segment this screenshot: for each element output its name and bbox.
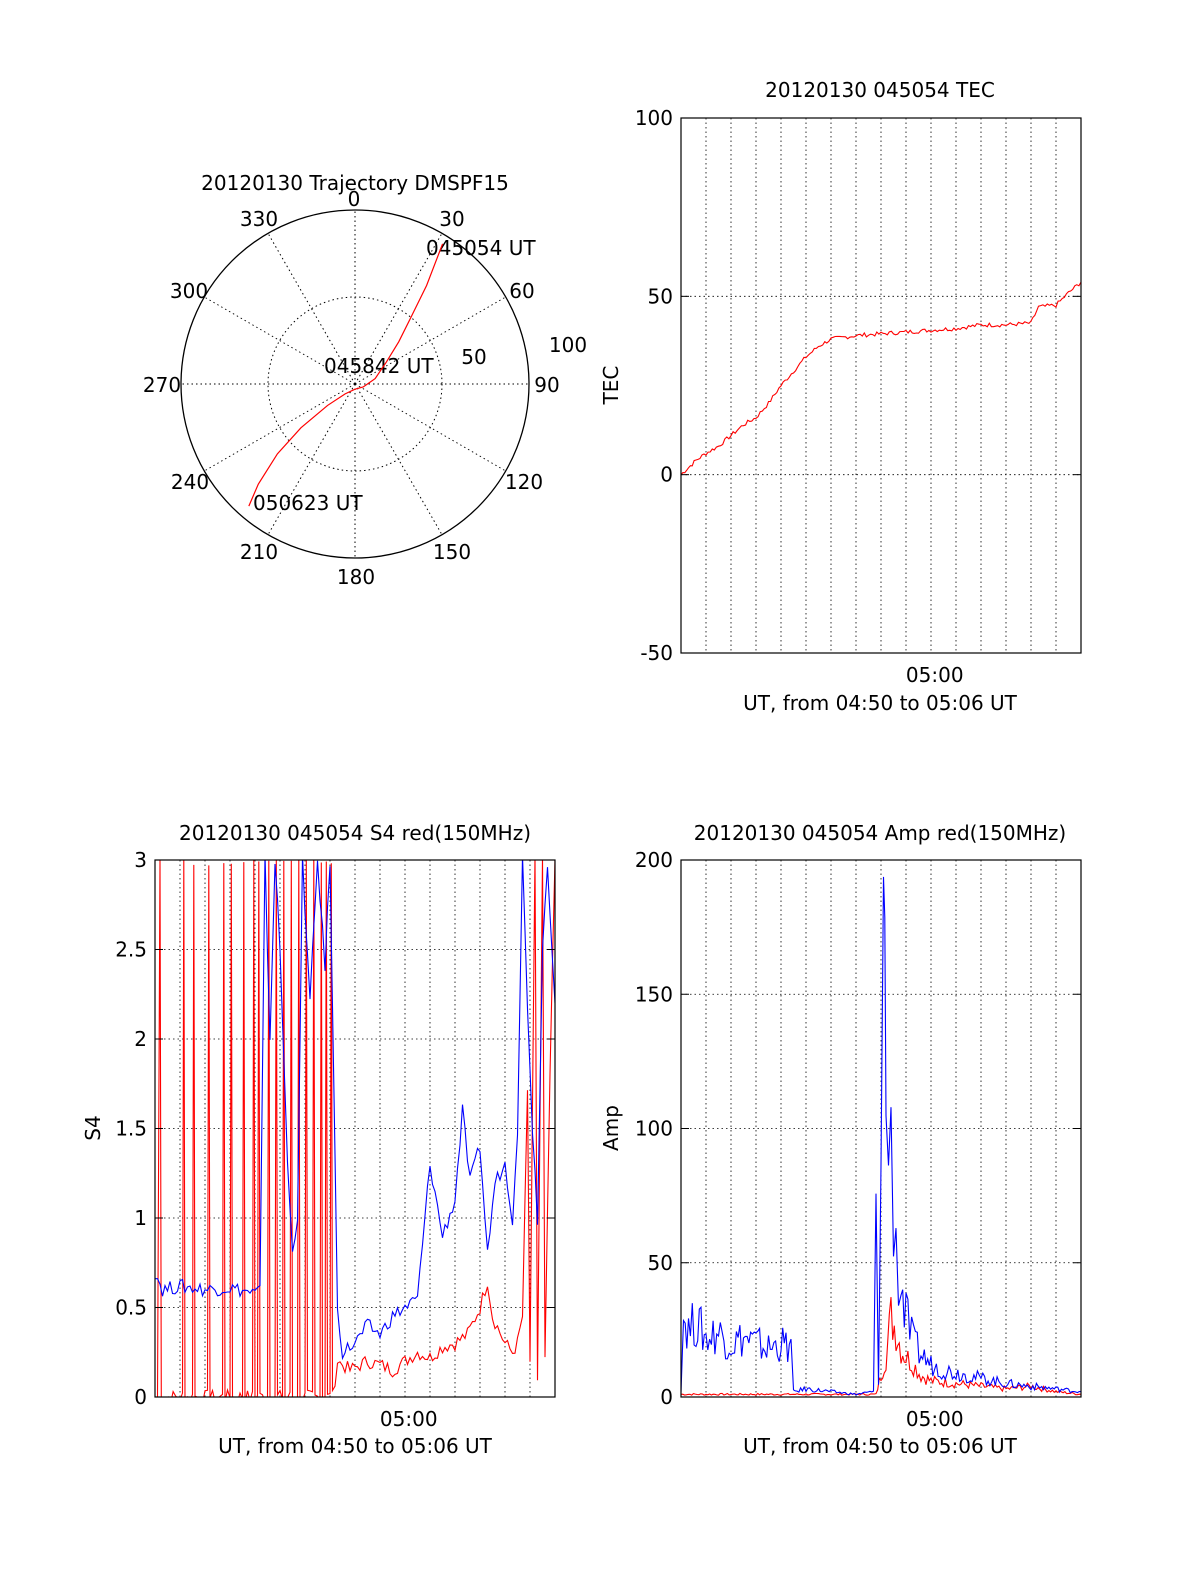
polar-spoke	[267, 233, 356, 385]
grid	[681, 118, 1081, 653]
y-tick-label: 100	[635, 106, 673, 130]
series-line	[681, 281, 1081, 476]
polar-trajectory	[248, 243, 444, 507]
polar-spoke	[204, 383, 356, 472]
tec-title: 20120130 045054 TEC	[765, 78, 995, 102]
polar-panel: 20120130 Trajectory DMSPF15 0 30 60 90 120 15…	[143, 171, 587, 589]
azimuth-label: 0	[348, 187, 361, 211]
y-tick-label: -50	[640, 641, 673, 665]
polar-spoke	[354, 233, 443, 385]
azimuth-label: 150	[433, 540, 471, 564]
y-tick-label: 200	[635, 848, 673, 872]
s4-panel: 20120130 045054 S4 red(150MHz) UT, from …	[81, 821, 556, 1458]
y-tick-label: 50	[648, 1251, 673, 1275]
tec-panel: 20120130 045054 TEC UT, from 04:50 to 05…	[599, 78, 1082, 715]
azimuth-label: 330	[240, 207, 278, 231]
polar-spoke	[354, 383, 443, 535]
azimuth-label: 270	[143, 373, 181, 397]
tec-plot: -50 0 50 100 05:00	[635, 106, 1082, 687]
y-tick-label: 50	[648, 284, 673, 308]
trajectory-annotation: 050623 UT	[253, 491, 363, 515]
amp-ylabel: Amp	[599, 1105, 623, 1151]
series-group	[681, 876, 1081, 1396]
series-group	[681, 281, 1081, 476]
azimuth-label: 30	[439, 207, 464, 231]
y-tick-label: 1	[134, 1206, 147, 1230]
series-group	[155, 860, 555, 1397]
y-tick-label: 0	[660, 1385, 673, 1409]
s4-xlabel: UT, from 04:50 to 05:06 UT	[218, 1434, 493, 1458]
series-line	[681, 876, 1081, 1396]
y-tick-label: 2.5	[115, 938, 147, 962]
radial-label: 100	[549, 333, 587, 357]
y-tick-label: 0.5	[115, 1296, 147, 1320]
polar-outer-ring	[180, 209, 530, 559]
trajectory-line	[248, 243, 444, 507]
y-tick-label: 0	[660, 463, 673, 487]
polar-spoke	[204, 296, 356, 385]
trajectory-annotation: 045842 UT	[324, 354, 434, 378]
series-line	[155, 860, 555, 1361]
s4-ylabel: S4	[81, 1115, 105, 1140]
polar-spoke	[267, 383, 356, 535]
polar-grid	[180, 209, 530, 559]
x-tick-label: 05:00	[906, 663, 964, 687]
amp-xlabel: UT, from 04:50 to 05:06 UT	[743, 1434, 1018, 1458]
s4-title: 20120130 045054 S4 red(150MHz)	[179, 821, 531, 845]
azimuth-label: 120	[505, 470, 543, 494]
tec-xlabel: UT, from 04:50 to 05:06 UT	[743, 691, 1018, 715]
azimuth-label: 60	[509, 279, 534, 303]
azimuth-label: 180	[337, 565, 375, 589]
polar-title: 20120130 Trajectory DMSPF15	[201, 171, 509, 195]
plot-frame	[680, 117, 1082, 654]
radial-label: 50	[461, 345, 486, 369]
azimuth-label: 240	[171, 470, 209, 494]
y-tick-label: 2	[134, 1027, 147, 1051]
polar-spoke	[354, 383, 506, 472]
amp-panel: 20120130 045054 Amp red(150MHz) UT, from…	[599, 821, 1082, 1458]
amp-plot: 0 50 100 150 200 05:00	[635, 848, 1082, 1431]
y-tick-label: 0	[134, 1385, 147, 1409]
grid	[681, 860, 1081, 1397]
x-tick-label: 05:00	[380, 1407, 438, 1431]
s4-plot: 0 0.5 1 1.5 2 2.5 3 05:00	[115, 848, 556, 1431]
polar-labels: 0 30 60 90 120 150 180 210 240 270 300 330 50 100 0450…	[143, 187, 587, 589]
y-tick-label: 1.5	[115, 1117, 147, 1141]
series-line	[156, 860, 555, 1397]
amp-title: 20120130 045054 Amp red(150MHz)	[694, 821, 1066, 845]
tec-ylabel: TEC	[599, 366, 623, 406]
trajectory-annotation: 045054 UT	[426, 236, 536, 260]
y-tick-label: 150	[635, 982, 673, 1006]
azimuth-label: 90	[534, 373, 559, 397]
y-tick-label: 3	[134, 848, 147, 872]
y-tick-label: 100	[635, 1117, 673, 1141]
x-tick-label: 05:00	[906, 1407, 964, 1431]
azimuth-label: 210	[240, 540, 278, 564]
grid	[155, 860, 555, 1397]
polar-spoke	[354, 296, 506, 385]
azimuth-label: 300	[170, 279, 208, 303]
